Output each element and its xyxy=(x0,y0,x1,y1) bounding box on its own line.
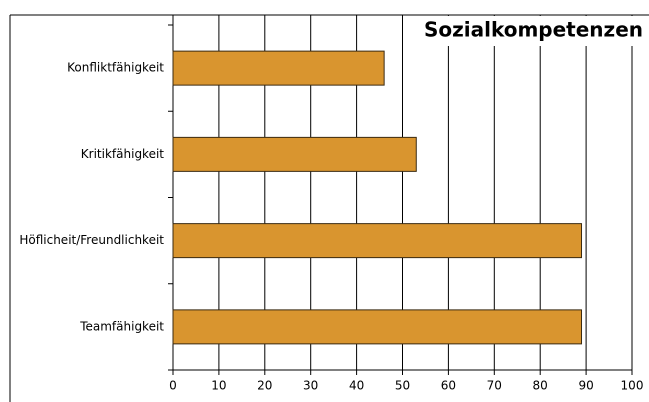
x-tick-label: 80 xyxy=(533,379,548,393)
bar xyxy=(172,223,583,259)
x-tick-label: 60 xyxy=(441,379,456,393)
x-tick-label: 50 xyxy=(395,379,410,393)
bar xyxy=(172,136,417,172)
x-tick-label: 40 xyxy=(349,379,364,393)
bar xyxy=(172,50,385,86)
title-background xyxy=(430,16,649,46)
y-tick-label: Teamfähigkeit xyxy=(79,319,164,333)
bar xyxy=(172,309,583,345)
x-tick-label: 10 xyxy=(211,379,226,393)
x-tick-label: 0 xyxy=(169,379,177,393)
chart-title: Sozialkompetenzen xyxy=(424,18,643,42)
x-tick-label: 70 xyxy=(487,379,502,393)
y-tick-label: Konfliktfähigkeit xyxy=(67,61,164,75)
x-tick-label: 90 xyxy=(578,379,593,393)
y-tick-label: Höflicheit/Freundlichkeit xyxy=(19,233,164,247)
x-tick-label: 20 xyxy=(257,379,272,393)
x-tick-label: 30 xyxy=(303,379,318,393)
y-tick-label: Kritikfähigkeit xyxy=(81,147,164,161)
x-tick-label: 100 xyxy=(621,379,644,393)
